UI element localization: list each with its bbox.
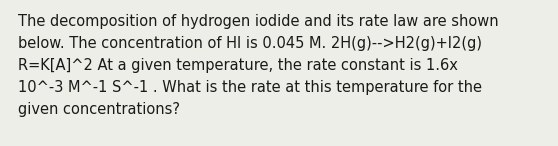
Text: below. The concentration of HI is 0.045 M. 2H(g)-->H2(g)+I2(g): below. The concentration of HI is 0.045 …	[18, 36, 482, 51]
Text: given concentrations?: given concentrations?	[18, 102, 180, 117]
Text: R=K[A]^2 At a given temperature, the rate constant is 1.6x: R=K[A]^2 At a given temperature, the rat…	[18, 58, 458, 73]
Text: 10^-3 M^-1 S^-1 . What is the rate at this temperature for the: 10^-3 M^-1 S^-1 . What is the rate at th…	[18, 80, 482, 95]
Text: The decomposition of hydrogen iodide and its rate law are shown: The decomposition of hydrogen iodide and…	[18, 14, 499, 29]
